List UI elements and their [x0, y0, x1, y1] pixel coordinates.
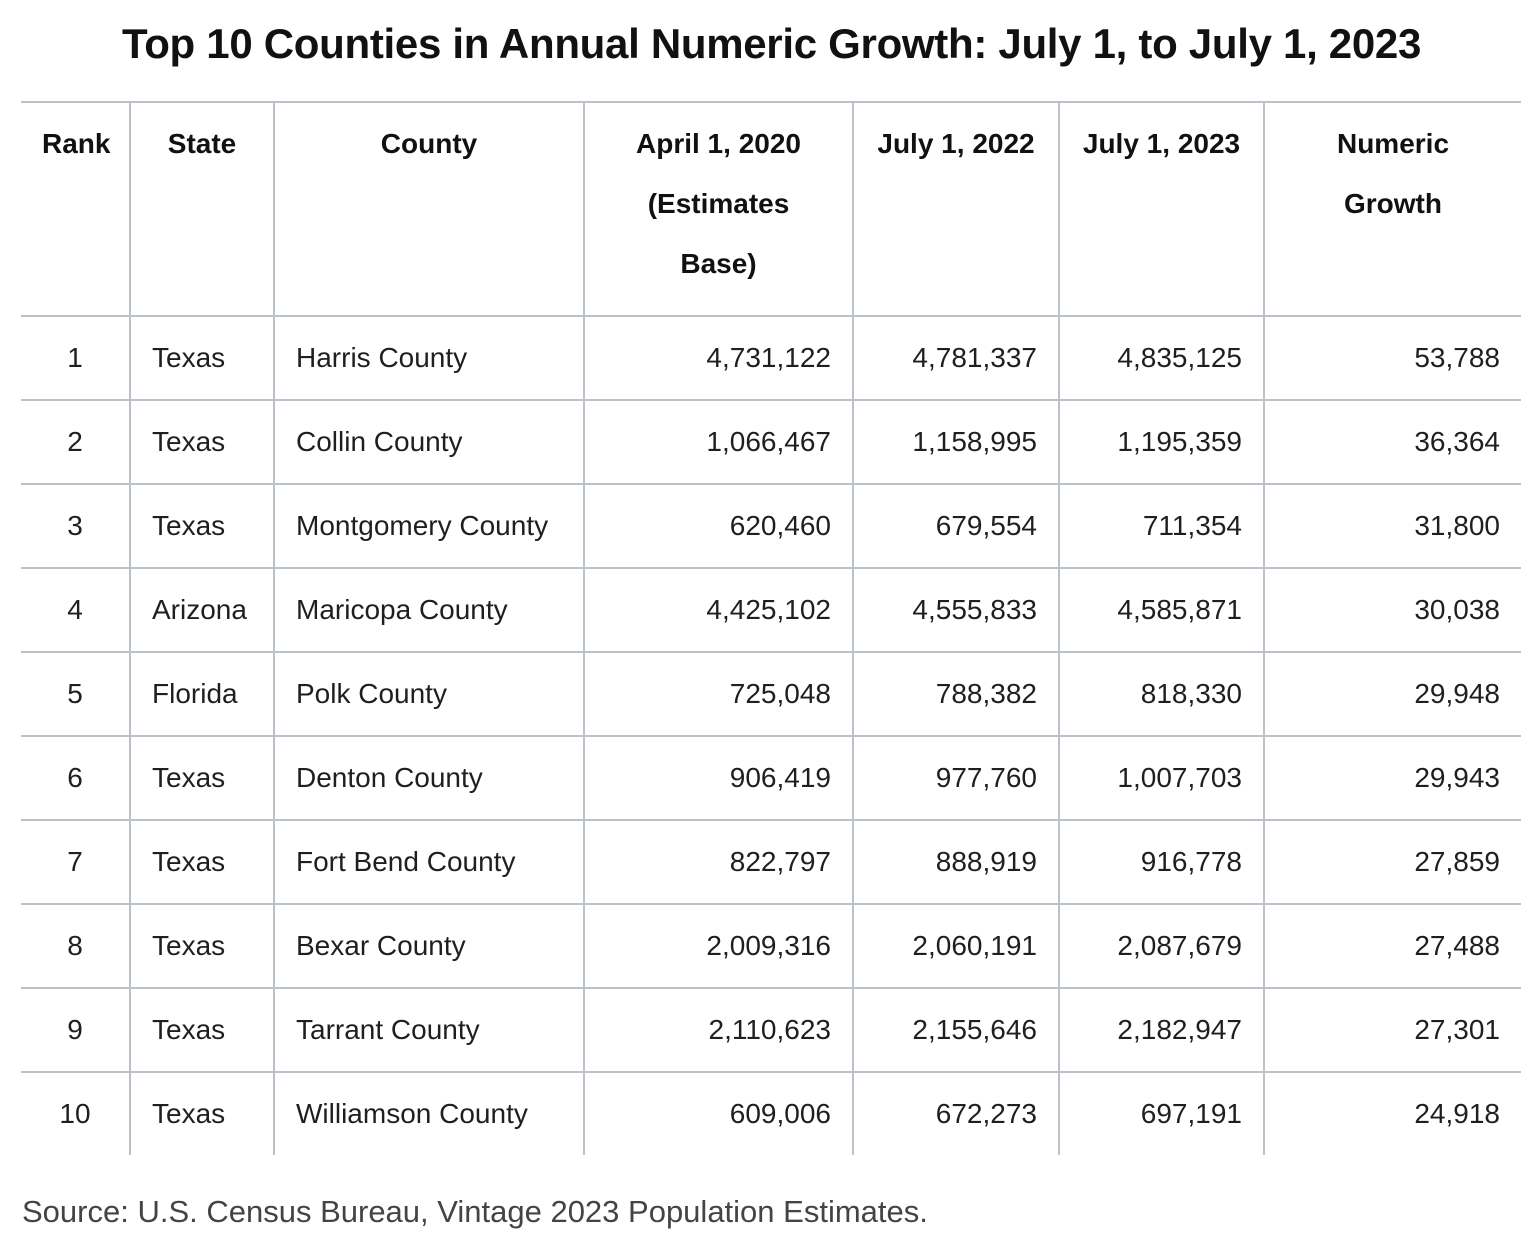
cell-state: Texas [129, 399, 275, 485]
cell-july-2023: 818,330 [1058, 651, 1265, 737]
cell-rank: 2 [21, 399, 131, 485]
cell-county: Polk County [273, 651, 585, 737]
cell-rank: 1 [21, 315, 131, 401]
cell-july-2022: 4,781,337 [852, 315, 1060, 401]
cell-rank: 4 [21, 567, 131, 653]
cell-july-2023: 4,835,125 [1058, 315, 1265, 401]
cell-july-2022: 679,554 [852, 483, 1060, 569]
cell-numeric-growth: 29,948 [1263, 651, 1521, 737]
cell-rank: 10 [21, 1071, 131, 1155]
cell-state: Texas [129, 315, 275, 401]
header-rank: Rank [21, 101, 131, 317]
table-row: 8 Texas Bexar County 2,009,316 2,060,191 2,08… [21, 903, 1521, 989]
cell-county: Bexar County [273, 903, 585, 989]
source-note: Source: U.S. Census Bureau, Vintage 2023… [22, 1194, 928, 1229]
cell-state: Texas [129, 903, 275, 989]
cell-numeric-growth: 27,859 [1263, 819, 1521, 905]
cell-numeric-growth: 29,943 [1263, 735, 1521, 821]
header-july-2023: July 1, 2023 [1058, 101, 1265, 317]
cell-state: Florida [129, 651, 275, 737]
table-row: 5 Florida Polk County 725,048 788,382 818,330… [21, 651, 1521, 737]
table-row: 10 Texas Williamson County 609,006 672,273 69… [21, 1071, 1521, 1155]
cell-april-2020: 620,460 [583, 483, 854, 569]
cell-rank: 8 [21, 903, 131, 989]
cell-numeric-growth: 53,788 [1263, 315, 1521, 401]
cell-state: Texas [129, 735, 275, 821]
cell-july-2022: 788,382 [852, 651, 1060, 737]
header-state: State [129, 101, 275, 317]
cell-july-2023: 711,354 [1058, 483, 1265, 569]
cell-rank: 9 [21, 987, 131, 1073]
cell-numeric-growth: 30,038 [1263, 567, 1521, 653]
cell-numeric-growth: 27,301 [1263, 987, 1521, 1073]
cell-state: Texas [129, 483, 275, 569]
cell-april-2020: 1,066,467 [583, 399, 854, 485]
header-july-2022: July 1, 2022 [852, 101, 1060, 317]
cell-july-2023: 916,778 [1058, 819, 1265, 905]
table-row: 1 Texas Harris County 4,731,122 4,781,337 4,8… [21, 315, 1521, 401]
cell-county: Denton County [273, 735, 585, 821]
header-row: Rank State County April 1, 2020 (Estimat… [21, 101, 1521, 317]
table-row: 6 Texas Denton County 906,419 977,760 1,007,7… [21, 735, 1521, 821]
cell-july-2022: 2,060,191 [852, 903, 1060, 989]
cell-state: Arizona [129, 567, 275, 653]
cell-july-2022: 1,158,995 [852, 399, 1060, 485]
table-row: 9 Texas Tarrant County 2,110,623 2,155,646 2,… [21, 987, 1521, 1073]
cell-rank: 3 [21, 483, 131, 569]
cell-july-2023: 1,007,703 [1058, 735, 1265, 821]
cell-rank: 5 [21, 651, 131, 737]
cell-july-2022: 888,919 [852, 819, 1060, 905]
cell-numeric-growth: 36,364 [1263, 399, 1521, 485]
cell-rank: 7 [21, 819, 131, 905]
cell-july-2022: 977,760 [852, 735, 1060, 821]
cell-april-2020: 906,419 [583, 735, 854, 821]
header-april-2020: April 1, 2020 (Estimates Base) [583, 101, 854, 317]
cell-july-2022: 672,273 [852, 1071, 1060, 1155]
cell-april-2020: 4,731,122 [583, 315, 854, 401]
table-row: 7 Texas Fort Bend County 822,797 888,919 916,… [21, 819, 1521, 905]
cell-april-2020: 2,110,623 [583, 987, 854, 1073]
cell-state: Texas [129, 987, 275, 1073]
cell-july-2022: 2,155,646 [852, 987, 1060, 1073]
header-numeric-growth: Numeric Growth [1263, 101, 1521, 317]
cell-county: Fort Bend County [273, 819, 585, 905]
cell-july-2022: 4,555,833 [852, 567, 1060, 653]
cell-numeric-growth: 27,488 [1263, 903, 1521, 989]
cell-county: Maricopa County [273, 567, 585, 653]
cell-april-2020: 822,797 [583, 819, 854, 905]
cell-county: Collin County [273, 399, 585, 485]
cell-july-2023: 2,182,947 [1058, 987, 1265, 1073]
table-row: 2 Texas Collin County 1,066,467 1,158,995 1,1… [21, 399, 1521, 485]
cell-july-2023: 697,191 [1058, 1071, 1265, 1155]
counties-table: Rank State County April 1, 2020 (Estimat… [21, 101, 1521, 1155]
cell-july-2023: 1,195,359 [1058, 399, 1265, 485]
cell-state: Texas [129, 1071, 275, 1155]
cell-july-2023: 2,087,679 [1058, 903, 1265, 989]
cell-numeric-growth: 31,800 [1263, 483, 1521, 569]
cell-state: Texas [129, 819, 275, 905]
cell-numeric-growth: 24,918 [1263, 1071, 1521, 1155]
cell-county: Tarrant County [273, 987, 585, 1073]
header-county: County [273, 101, 585, 317]
cell-april-2020: 609,006 [583, 1071, 854, 1155]
table-row: 3 Texas Montgomery County 620,460 679,554 711… [21, 483, 1521, 569]
cell-rank: 6 [21, 735, 131, 821]
cell-county: Montgomery County [273, 483, 585, 569]
page-title: Top 10 Counties in Annual Numeric Growth… [121, 20, 1422, 67]
cell-county: Harris County [273, 315, 585, 401]
table-row: 4 Arizona Maricopa County 4,425,102 4,555,83… [21, 567, 1521, 653]
cell-county: Williamson County [273, 1071, 585, 1155]
cell-july-2023: 4,585,871 [1058, 567, 1265, 653]
cell-april-2020: 2,009,316 [583, 903, 854, 989]
cell-april-2020: 725,048 [583, 651, 854, 737]
cell-april-2020: 4,425,102 [583, 567, 854, 653]
